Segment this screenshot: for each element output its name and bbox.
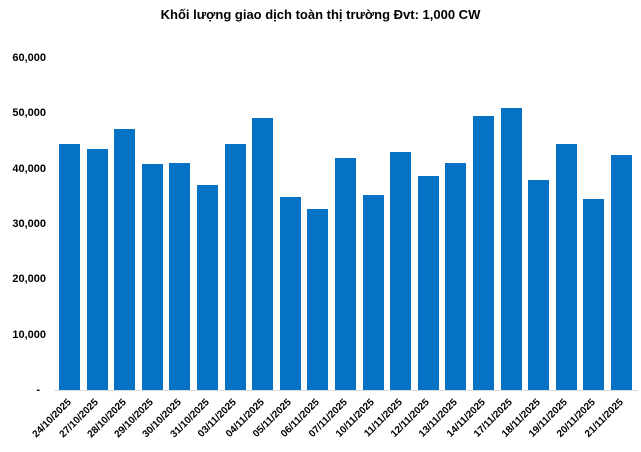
- bar-17-11-2025: [501, 108, 522, 390]
- y-tick-label: -: [36, 384, 40, 396]
- bar-28-10-2025: [114, 129, 135, 390]
- bar-31-10-2025: [197, 185, 218, 390]
- bar-03-11-2025: [225, 144, 246, 390]
- y-tick-label: 50,000: [12, 107, 46, 120]
- bar-13-11-2025: [445, 163, 466, 390]
- bar-29-10-2025: [142, 164, 163, 390]
- bar-19-11-2025: [556, 144, 577, 390]
- bar-04-11-2025: [252, 118, 273, 390]
- bar-30-10-2025: [169, 163, 190, 390]
- y-tick-label: 20,000: [12, 273, 46, 286]
- bar-06-11-2025: [307, 209, 328, 390]
- bar-24-10-2025: [59, 144, 80, 390]
- bar-10-11-2025: [363, 195, 384, 390]
- bar-07-11-2025: [335, 158, 356, 390]
- bar-21-11-2025: [611, 155, 632, 390]
- bar-18-11-2025: [528, 180, 549, 390]
- bar-14-11-2025: [473, 116, 494, 390]
- chart-title: Khối lượng giao dịch toàn thị trường Đvt…: [160, 7, 481, 22]
- bar-11-11-2025: [390, 152, 411, 390]
- y-tick-label: 30,000: [12, 218, 46, 230]
- x-axis-line: [54, 390, 638, 391]
- bar-05-11-2025: [280, 197, 301, 390]
- y-tick-label: 10,000: [12, 328, 46, 341]
- y-tick-label: 40,000: [12, 162, 46, 175]
- bar-12-11-2025: [418, 176, 439, 390]
- y-tick-label: 60,000: [12, 52, 46, 64]
- bar-27-10-2025: [87, 149, 108, 390]
- x-tick-label: 24/10/2025: [30, 397, 74, 441]
- bar-20-11-2025: [583, 199, 604, 390]
